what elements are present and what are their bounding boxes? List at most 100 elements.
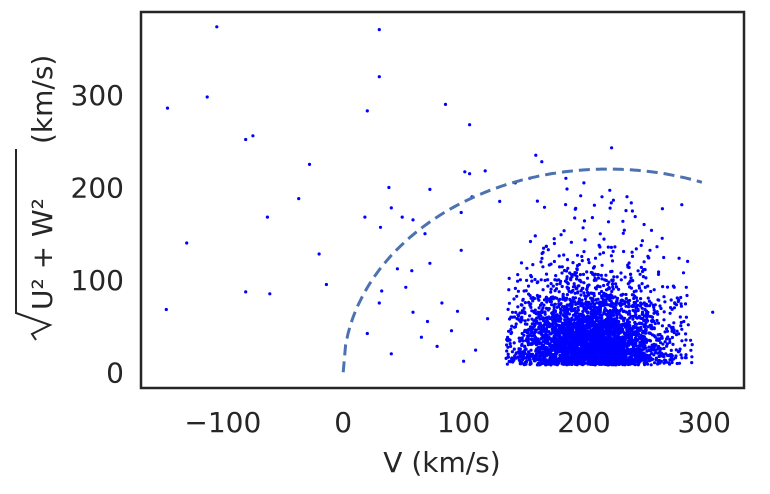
scatter-point xyxy=(525,266,529,270)
scatter-point xyxy=(597,291,602,296)
scatter-point xyxy=(639,301,643,305)
scatter-point xyxy=(610,146,614,150)
scatter-point xyxy=(519,316,523,320)
scatter-point xyxy=(627,302,631,306)
scatter-point xyxy=(572,354,576,359)
scatter-point xyxy=(609,330,613,334)
scatter-point xyxy=(662,310,666,314)
scatter-point xyxy=(638,272,642,276)
scatter-point xyxy=(634,349,638,353)
scatter-point xyxy=(562,229,566,233)
scatter-point xyxy=(165,106,170,110)
scatter-point xyxy=(604,288,609,292)
scatter-point xyxy=(607,280,611,284)
scatter-point xyxy=(530,330,534,334)
scatter-point xyxy=(552,237,556,241)
scatter-point xyxy=(459,210,463,215)
scatter-point xyxy=(668,340,672,344)
scatter-point xyxy=(572,282,576,286)
scatter-point xyxy=(205,95,209,99)
scatter-point xyxy=(512,341,516,345)
scatter-point xyxy=(678,315,682,319)
scatter-point xyxy=(612,354,617,358)
scatter-point xyxy=(582,305,586,309)
scatter-point xyxy=(598,353,603,357)
scatter-point xyxy=(582,181,586,185)
scatter-point xyxy=(617,362,621,366)
scatter-point xyxy=(599,313,603,317)
scatter-point xyxy=(636,307,640,311)
scatter-point xyxy=(624,292,628,297)
scatter-point xyxy=(542,319,546,323)
scatter-point xyxy=(671,342,675,346)
scatter-point xyxy=(569,276,573,280)
scatter-point xyxy=(647,359,652,363)
scatter-point xyxy=(558,303,562,307)
scatter-point xyxy=(514,310,518,314)
scatter-point xyxy=(689,338,693,342)
scatter-point xyxy=(597,339,601,344)
scatter-point xyxy=(611,312,615,316)
scatter-point xyxy=(531,299,535,303)
scatter-point xyxy=(572,297,576,301)
scatter-point xyxy=(592,294,596,298)
scatter-point xyxy=(579,352,583,356)
scatter-point xyxy=(561,345,565,349)
scatter-point xyxy=(594,317,599,321)
scatter-point xyxy=(557,340,561,344)
scatter-point xyxy=(634,352,639,356)
scatter-point xyxy=(600,348,604,352)
scatter-point xyxy=(536,310,540,314)
scatter-point xyxy=(564,305,568,309)
scatter-point xyxy=(572,348,576,352)
scatter-point xyxy=(540,256,544,260)
x-axis-label: V (km/s) xyxy=(383,446,500,479)
scatter-point xyxy=(377,301,381,305)
scatter-point xyxy=(679,302,683,306)
scatter-point xyxy=(515,294,519,298)
scatter-point xyxy=(615,275,619,279)
scatter-point xyxy=(551,345,555,350)
scatter-point xyxy=(509,331,513,336)
scatter-point xyxy=(631,314,635,318)
scatter-point xyxy=(498,199,502,203)
scatter-point xyxy=(669,298,673,302)
scatter-point xyxy=(581,226,585,230)
scatter-point xyxy=(585,349,589,353)
scatter-point xyxy=(585,276,590,280)
scatter-point xyxy=(662,295,666,299)
scatter-point xyxy=(642,222,646,227)
scatter-point xyxy=(525,355,529,359)
scatter-point xyxy=(541,288,545,292)
scatter-point xyxy=(573,362,577,366)
scatter-point xyxy=(514,322,518,326)
scatter-point xyxy=(679,353,683,357)
scatter-point xyxy=(634,344,638,348)
scatter-point xyxy=(680,327,684,331)
scatter-point xyxy=(652,308,656,312)
scatter-point xyxy=(600,195,604,199)
scatter-point xyxy=(665,342,669,346)
scatter-point xyxy=(251,134,255,138)
scatter-point xyxy=(596,297,600,301)
scatter-point xyxy=(516,305,520,309)
x-tick-label: −100 xyxy=(184,406,261,439)
scatter-point xyxy=(684,332,688,336)
scatter-point xyxy=(579,349,583,353)
scatter-point xyxy=(648,323,652,327)
scatter-point xyxy=(630,293,635,297)
scatter-point xyxy=(628,272,633,276)
scatter-point xyxy=(656,312,660,316)
scatter-point xyxy=(584,331,589,335)
scatter-point xyxy=(620,354,624,358)
scatter-point xyxy=(561,313,566,317)
scatter-point xyxy=(564,203,568,207)
scatter-point xyxy=(548,350,552,355)
scatter-point xyxy=(582,340,586,344)
scatter-point xyxy=(588,355,592,359)
scatter-point xyxy=(680,356,684,360)
scatter-point xyxy=(411,310,415,314)
scatter-point xyxy=(576,305,580,309)
scatter-point xyxy=(463,170,467,174)
scatter-point xyxy=(582,250,586,254)
